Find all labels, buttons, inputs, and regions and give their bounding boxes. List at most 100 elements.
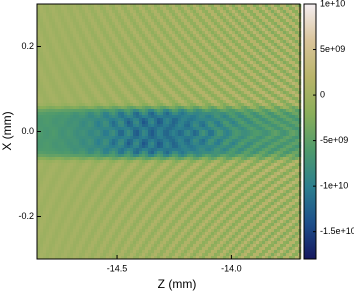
field-cell xyxy=(115,163,118,166)
field-cell xyxy=(271,64,274,67)
field-cell xyxy=(271,139,274,142)
field-cell xyxy=(277,97,280,100)
field-cell xyxy=(181,64,184,67)
field-cell xyxy=(97,106,100,109)
field-cell xyxy=(58,142,61,145)
field-cell xyxy=(145,76,148,79)
field-cell xyxy=(229,103,232,106)
field-cell xyxy=(292,49,295,52)
field-cell xyxy=(160,103,163,106)
field-cell xyxy=(283,127,286,130)
field-cell xyxy=(289,40,292,43)
field-cell xyxy=(253,124,256,127)
field-cell xyxy=(196,145,199,148)
field-cell xyxy=(88,106,91,109)
field-cell xyxy=(76,133,79,136)
field-cell xyxy=(163,142,166,145)
field-cell xyxy=(112,121,115,124)
field-cell xyxy=(55,10,58,13)
field-cell xyxy=(130,22,133,25)
field-cell xyxy=(277,148,280,151)
field-cell xyxy=(289,100,292,103)
field-cell xyxy=(295,19,298,22)
field-cell xyxy=(259,103,262,106)
field-cell xyxy=(112,142,115,145)
field-cell xyxy=(289,91,292,94)
field-cell xyxy=(142,148,145,151)
field-cell xyxy=(154,94,157,97)
field-cell xyxy=(64,22,67,25)
field-cell xyxy=(148,157,151,160)
field-cell xyxy=(166,130,169,133)
field-cell xyxy=(244,82,247,85)
field-cell xyxy=(160,142,163,145)
field-cell xyxy=(136,112,139,115)
field-cell xyxy=(103,112,106,115)
field-cell xyxy=(262,169,265,172)
field-cell xyxy=(139,10,142,13)
field-cell xyxy=(85,130,88,133)
field-cell xyxy=(262,154,265,157)
field-cell xyxy=(130,55,133,58)
field-cell xyxy=(271,82,274,85)
field-cell xyxy=(214,22,217,25)
field-cell xyxy=(154,73,157,76)
field-cell xyxy=(244,13,247,16)
field-cell xyxy=(118,58,121,61)
field-cell xyxy=(265,166,268,169)
field-cell xyxy=(124,145,127,148)
field-cell xyxy=(208,34,211,37)
field-cell xyxy=(49,61,52,64)
field-cell xyxy=(229,148,232,151)
field-cell xyxy=(205,160,208,163)
field-cell xyxy=(94,61,97,64)
field-cell xyxy=(214,133,217,136)
field-cell xyxy=(166,25,169,28)
field-cell xyxy=(202,91,205,94)
field-cell xyxy=(247,121,250,124)
field-cell xyxy=(139,124,142,127)
field-cell xyxy=(289,58,292,61)
field-cell xyxy=(166,142,169,145)
field-cell xyxy=(214,85,217,88)
field-cell xyxy=(43,130,46,133)
field-cell xyxy=(235,94,238,97)
field-cell xyxy=(286,70,289,73)
field-cell xyxy=(67,139,70,142)
field-cell xyxy=(211,172,214,175)
field-cell xyxy=(154,121,157,124)
field-cell xyxy=(85,88,88,91)
field-cell xyxy=(283,106,286,109)
field-cell xyxy=(274,124,277,127)
field-cell xyxy=(196,16,199,19)
field-cell xyxy=(73,130,76,133)
field-cell xyxy=(205,37,208,40)
field-cell xyxy=(97,136,100,139)
field-cell xyxy=(82,112,85,115)
field-cell xyxy=(241,127,244,130)
field-cell xyxy=(52,166,55,169)
field-cell xyxy=(64,115,67,118)
field-cell xyxy=(94,58,97,61)
field-cell xyxy=(250,76,253,79)
field-cell xyxy=(133,112,136,115)
field-cell xyxy=(226,103,229,106)
field-cell xyxy=(181,22,184,25)
field-cell xyxy=(145,166,148,169)
field-cell xyxy=(46,58,49,61)
field-cell xyxy=(220,19,223,22)
field-cell xyxy=(280,52,283,55)
field-cell xyxy=(226,16,229,19)
field-cell xyxy=(217,79,220,82)
field-cell xyxy=(256,46,259,49)
field-cell xyxy=(49,67,52,70)
field-cell xyxy=(58,127,61,130)
field-cell xyxy=(70,142,73,145)
field-cell xyxy=(283,37,286,40)
field-cell xyxy=(100,148,103,151)
field-cell xyxy=(151,55,154,58)
field-cell xyxy=(175,103,178,106)
field-cell xyxy=(265,7,268,10)
field-cell xyxy=(211,43,214,46)
field-cell xyxy=(286,148,289,151)
